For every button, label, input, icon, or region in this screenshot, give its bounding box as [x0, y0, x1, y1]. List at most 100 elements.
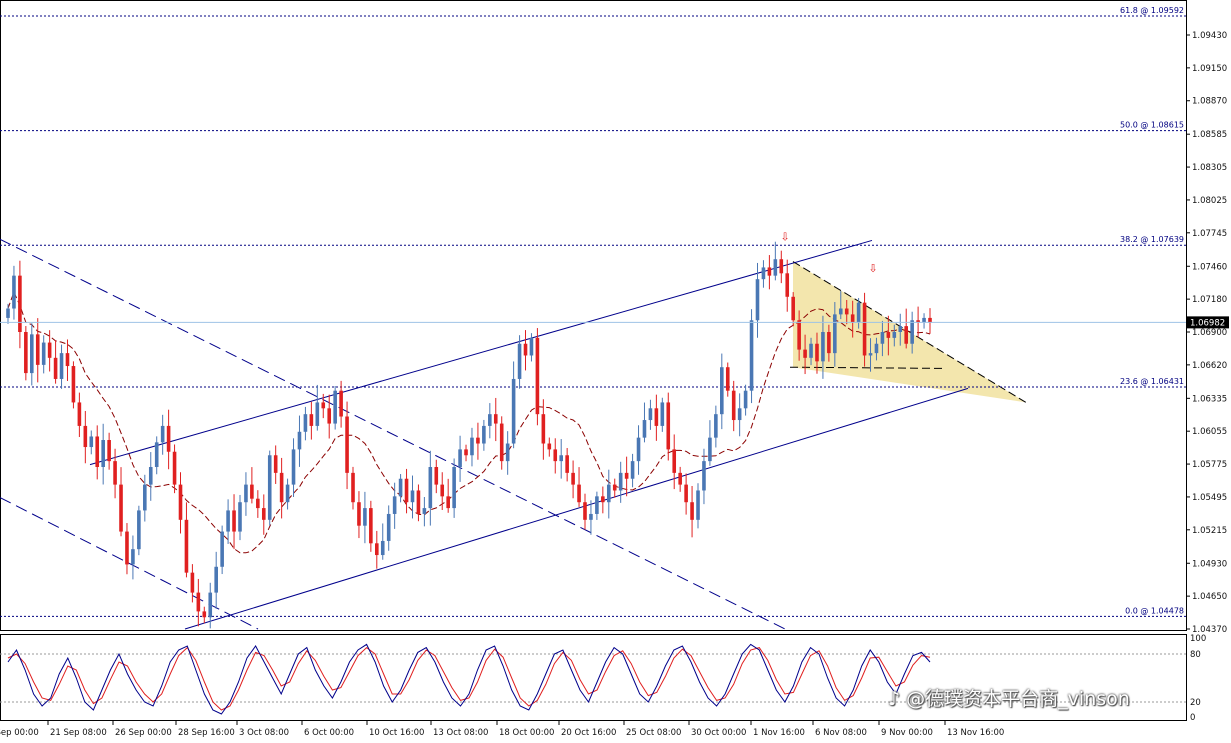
candle-bear [476, 437, 480, 444]
candle-bear [523, 343, 528, 356]
candle-bear [684, 484, 688, 503]
candle-bull [303, 414, 308, 432]
channel-lower [184, 387, 969, 630]
downtrend-upper [0, 238, 786, 630]
candle-bull [137, 510, 141, 550]
fib-label: 38.2 @ 1.07639 [1120, 235, 1184, 244]
fib-label: 0.0 @ 1.04478 [1125, 606, 1184, 615]
x-tick-label: 21 Sep 08:00 [50, 728, 107, 738]
candle-bull [297, 431, 302, 450]
candle-bull [452, 467, 456, 509]
candle-bull [291, 449, 296, 485]
candle-bull [696, 490, 700, 520]
candle-bull [267, 455, 272, 520]
candle-bear [261, 508, 266, 520]
candle-bull [511, 378, 516, 444]
candle-bear [83, 425, 88, 448]
candle-bear [624, 472, 629, 479]
candle-bull [220, 531, 224, 567]
y-tick-label: 1.04370 [1192, 625, 1227, 635]
candle-bull [131, 549, 135, 565]
x-tick-label: 28 Sep 16:00 [178, 728, 235, 738]
candle-bear [434, 467, 439, 485]
candle-bear [440, 484, 445, 497]
candle-bull [595, 496, 599, 514]
fibonacci-levels: 61.8 @ 1.09592 50.0 @ 1.08615 38.2 @ 1.076… [0, 6, 1186, 617]
y-tick-label: 1.06055 [1192, 427, 1227, 437]
ma-line [7, 290, 931, 554]
candle-bear [404, 478, 409, 503]
trend-channels [0, 238, 969, 630]
candle-bear [797, 320, 801, 350]
candle-bull [702, 461, 706, 491]
candle-bear [357, 502, 361, 526]
candle-bull [755, 279, 760, 321]
candle-bear [166, 425, 171, 452]
candle-bull [392, 496, 397, 514]
candle-bear [725, 367, 730, 391]
candle-bull [41, 342, 46, 365]
x-tick-label: 26 Sep 00:00 [115, 728, 172, 738]
time-axis: 20 Sep 00:00 21 Sep 08:00 26 Sep 00:00 28 S… [0, 721, 1004, 738]
stoch-main-line [7, 643, 931, 715]
candle-bull [380, 540, 385, 556]
candle-bull [618, 472, 623, 491]
main-panel-frame [0, 0, 1187, 631]
current-price-box [1187, 316, 1229, 329]
candle-bull [714, 414, 718, 438]
candle-bull [148, 467, 153, 485]
y-tick-label: 1.06620 [1192, 361, 1227, 371]
y-tick-label: 1.07745 [1192, 229, 1227, 239]
candle-bear [250, 484, 254, 499]
candle-bear [767, 267, 772, 276]
current-price-label: 1.06982 [1190, 318, 1225, 328]
y-tick-label: 1.04650 [1192, 592, 1227, 602]
candle-bull [761, 267, 766, 280]
candle-bull [821, 332, 825, 362]
candle-bear [690, 502, 694, 520]
candle-bull [244, 484, 248, 503]
x-tick-label: 3 Oct 08:00 [239, 728, 289, 738]
candle-bull [636, 437, 641, 462]
candle-bear [577, 484, 581, 503]
candle-bear [499, 423, 504, 462]
candle-bear [886, 332, 891, 338]
candle-bear [172, 451, 177, 485]
candle-bear [18, 275, 22, 332]
candle-bear [339, 390, 343, 417]
stochastic-panel-frame [0, 634, 1187, 721]
y-tick-label: 1.06900 [1192, 328, 1227, 338]
peak-arrow-icon: ⇩ [780, 230, 789, 243]
candle-bull [29, 334, 34, 374]
fib-label: 61.8 @ 1.09592 [1120, 6, 1184, 15]
candle-bull [880, 332, 885, 344]
candle-bull [749, 320, 754, 391]
candle-bear [119, 484, 123, 532]
candle-bear [785, 273, 790, 297]
candle-bear [571, 472, 575, 485]
candle-bear [232, 510, 236, 532]
downtrend-lower [0, 497, 259, 630]
candle-bull [59, 353, 64, 379]
candle-bear [375, 543, 379, 556]
x-tick-label: 13 Oct 08:00 [433, 728, 488, 738]
candle-bear [35, 334, 40, 365]
candle-bull [315, 402, 320, 426]
moving-average [7, 290, 931, 554]
candle-bull [809, 343, 813, 358]
candle-bull [505, 443, 510, 462]
candle-bull [482, 425, 486, 444]
candle-bull [743, 390, 748, 409]
candle-bull [101, 440, 105, 467]
candle-bear [547, 443, 552, 450]
y-tick-label: 1.07180 [1192, 295, 1227, 305]
candle-bear [190, 572, 195, 593]
candle-bull [89, 436, 94, 448]
candle-bear [321, 402, 326, 409]
candle-bull [333, 390, 337, 424]
candle-bear [256, 498, 260, 509]
candle-bull [529, 337, 534, 356]
candle-bull [642, 420, 647, 438]
candle-bear [583, 502, 587, 520]
